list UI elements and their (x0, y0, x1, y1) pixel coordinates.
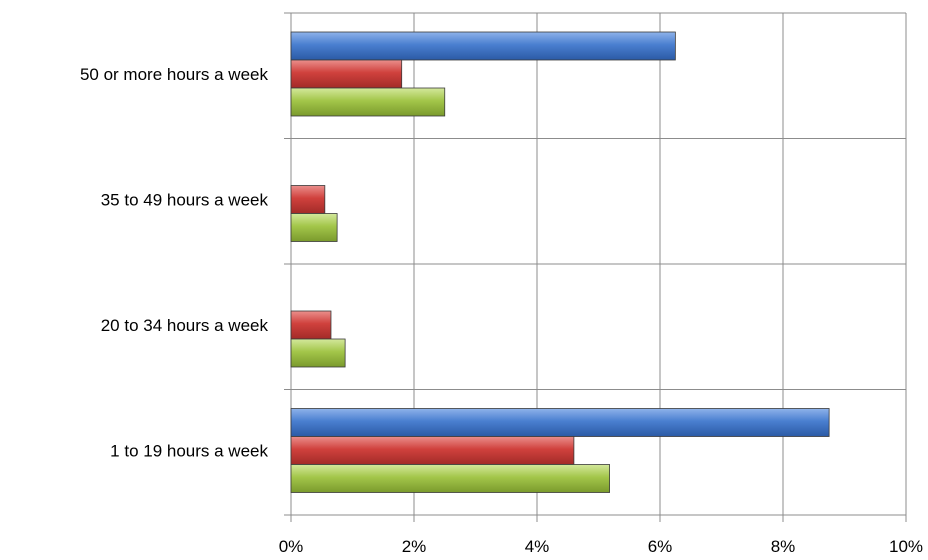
bar (290, 464, 610, 493)
x-tick-label: 6% (648, 537, 673, 556)
bar (290, 31, 676, 61)
x-tick-label: 4% (525, 537, 550, 556)
bar (290, 338, 346, 368)
bar (290, 436, 575, 465)
bar (290, 213, 338, 242)
category-label: 1 to 19 hours a week (110, 442, 268, 461)
category-label: 35 to 49 hours a week (101, 191, 269, 210)
x-tick-label: 8% (771, 537, 796, 556)
bar (290, 87, 446, 117)
bar (290, 408, 830, 437)
bar (290, 310, 332, 340)
x-tick-label: 2% (402, 537, 427, 556)
category-label: 50 or more hours a week (80, 65, 269, 84)
x-tick-label: 0% (279, 537, 304, 556)
x-tick-label: 10% (889, 537, 923, 556)
bar (290, 59, 403, 89)
bar (290, 185, 326, 214)
category-label: 20 to 34 hours a week (101, 316, 269, 335)
